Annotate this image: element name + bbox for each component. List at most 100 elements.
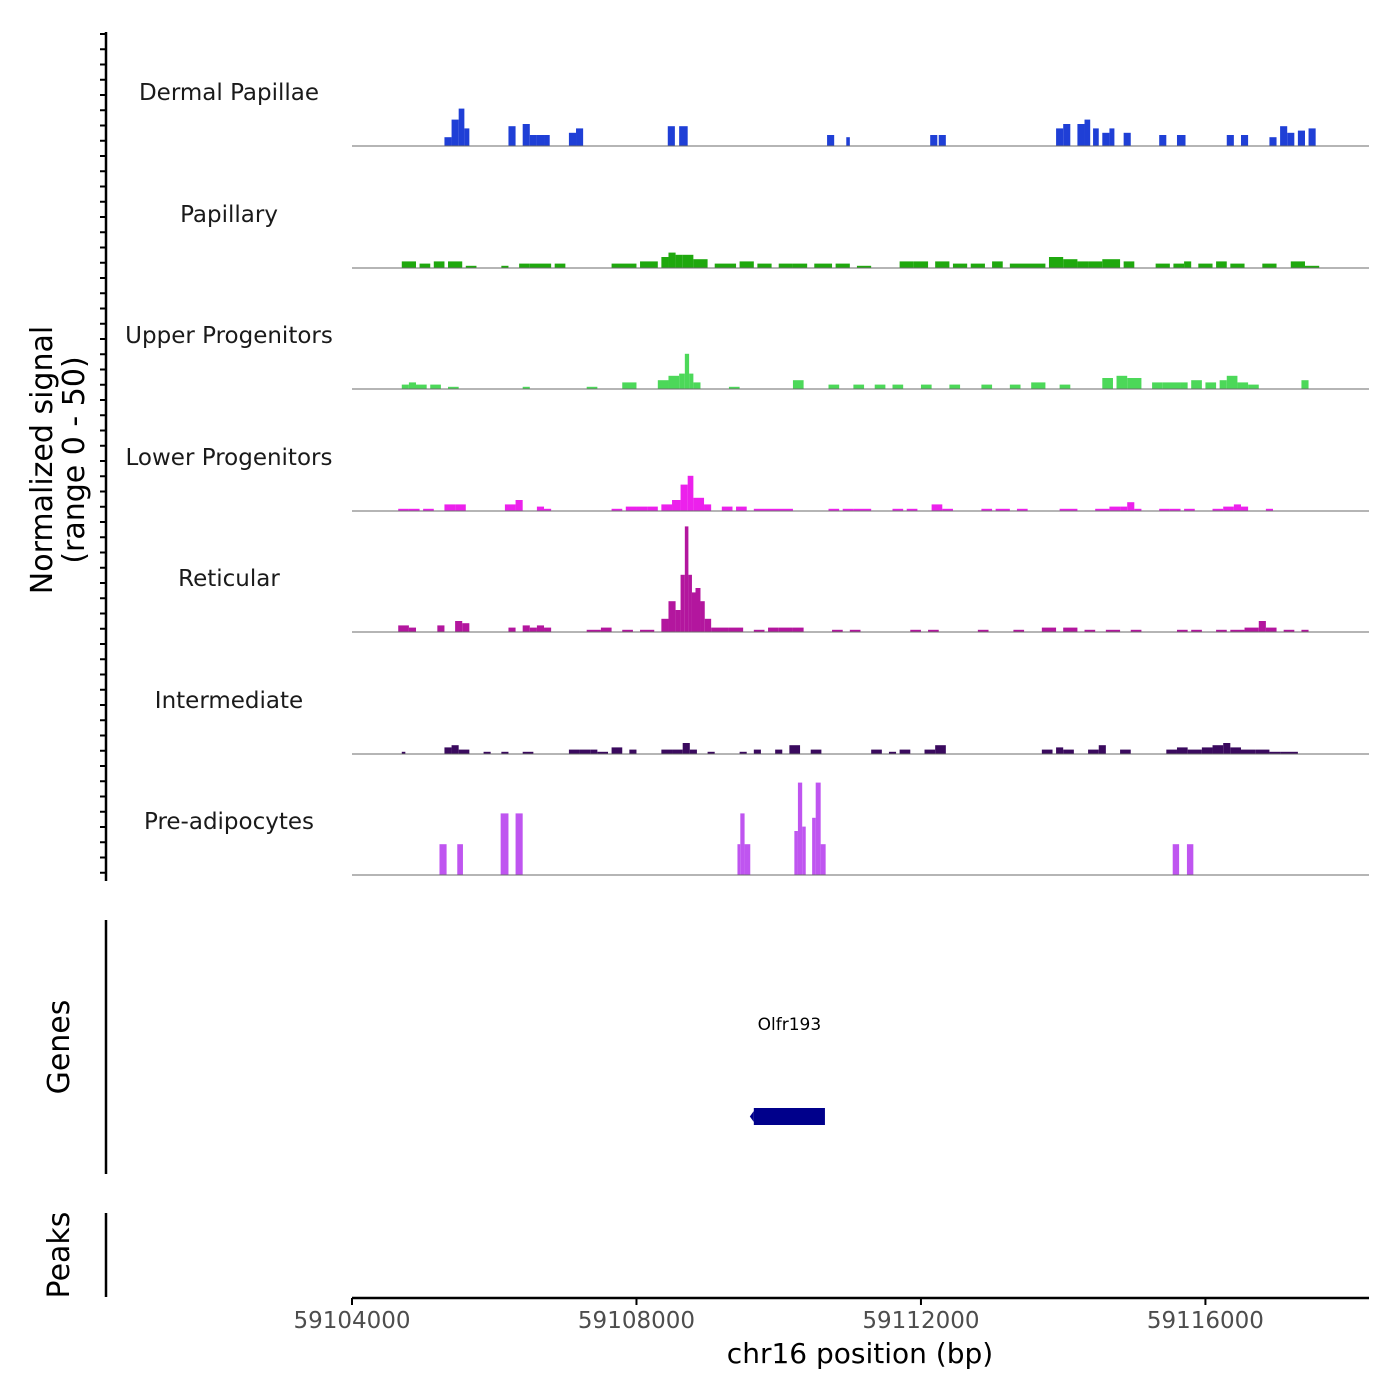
signal-block [529,627,537,632]
signal-block [1063,749,1074,754]
signal-block [675,610,681,632]
signal-block [1063,259,1078,268]
signal-block [508,126,516,146]
signal-block [689,373,694,389]
signal-block [544,627,552,632]
signal-block [444,137,452,146]
signal-block [1109,128,1115,146]
signal-block [661,257,669,268]
signal-block [401,751,406,754]
signal-block [1216,261,1227,268]
signal-block [1230,263,1245,268]
signal-block [590,749,598,754]
signal-block [737,844,741,875]
signal-block [398,625,409,632]
signal-block [1166,749,1177,754]
signal-block [942,508,953,511]
signal-block [684,526,689,632]
signal-block [1063,627,1078,632]
signal-block [853,384,865,389]
signal-block [458,108,465,146]
signal-block [1041,627,1057,632]
signal-block [1297,130,1305,146]
signal-block [856,265,872,268]
signal-block [554,263,566,268]
signal-block [1084,119,1091,146]
x-tick-label: 59112000 [862,1308,979,1334]
x-tick-label: 59108000 [578,1308,695,1334]
signal-block [1093,128,1099,146]
signal-block [682,743,690,754]
track-label: Intermediate [155,688,303,714]
signal-block [930,135,938,146]
signal-block [1265,627,1277,632]
signal-block [416,384,427,389]
signal-block [401,384,409,389]
signal-block [451,119,459,146]
signal-block [672,500,681,511]
signal-block [846,137,850,146]
signal-block [625,506,637,511]
signal-block [1233,504,1241,511]
signal-block [778,263,793,268]
signal-block [1230,747,1241,754]
signal-block [462,623,470,632]
signal-block [1134,508,1142,511]
track-label: Lower Progenitors [126,445,333,471]
signal-block [1077,124,1085,146]
signal-block [874,384,886,389]
signal-block [688,574,692,632]
signal-block [504,504,516,511]
signal-block [1127,502,1135,511]
signal-block [815,782,821,875]
signal-block [448,261,463,268]
signal-block [640,629,655,632]
signal-block [680,574,685,632]
x-tick-label: 59104000 [293,1308,410,1334]
signal-block [1240,135,1249,146]
signal-block [1269,137,1277,146]
signal-block [753,629,765,632]
signal-block [913,261,929,268]
track-papillary: Papillary [180,202,1369,269]
signal-block [430,384,441,389]
signal-block [1059,384,1071,389]
signal-block [775,749,783,754]
signal-block [892,508,904,511]
x-axis-label: chr16 position (bp) [727,1337,993,1370]
signal-block [981,508,993,511]
signal-block [892,384,904,389]
signal-block [1176,135,1186,146]
signal-block [1244,627,1259,632]
signal-block [1013,629,1025,632]
signal-block [1187,749,1202,754]
x-tick-label: 59116000 [1147,1308,1264,1334]
signal-block [739,261,754,268]
signal-block [1283,629,1295,632]
signal-block [888,751,897,754]
signal-block [1308,128,1316,146]
signal-block [835,263,850,268]
signal-block [529,135,537,146]
signal-block [977,629,989,632]
signal-block [1184,261,1192,268]
signal-block [1063,124,1071,146]
signal-block [398,508,409,511]
signal-block [684,353,690,389]
signal-block [1212,745,1224,754]
signal-block [522,625,530,632]
signal-block [1173,263,1185,268]
signal-block [667,126,675,146]
signal-block [1159,508,1170,511]
signal-block [714,263,737,268]
signal-block [455,621,463,632]
signal-block [1240,749,1256,754]
signal-block [622,382,637,389]
signal-block [1201,747,1213,754]
signal-block [721,506,733,511]
signal-block [672,749,683,754]
signal-block [871,749,882,754]
signal-block [693,259,708,268]
signal-block [1152,382,1163,389]
